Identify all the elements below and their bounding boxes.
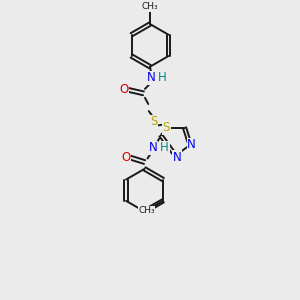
Text: N: N: [149, 141, 158, 154]
Text: O: O: [119, 83, 128, 96]
Text: N: N: [172, 151, 181, 164]
Text: CH₃: CH₃: [138, 206, 155, 215]
Text: S: S: [151, 115, 158, 128]
Text: H: H: [158, 71, 167, 85]
Text: N: N: [147, 71, 156, 85]
Text: O: O: [121, 151, 130, 164]
Text: H: H: [160, 141, 169, 154]
Text: N: N: [187, 138, 196, 152]
Text: S: S: [163, 121, 170, 134]
Text: CH₃: CH₃: [142, 2, 158, 11]
